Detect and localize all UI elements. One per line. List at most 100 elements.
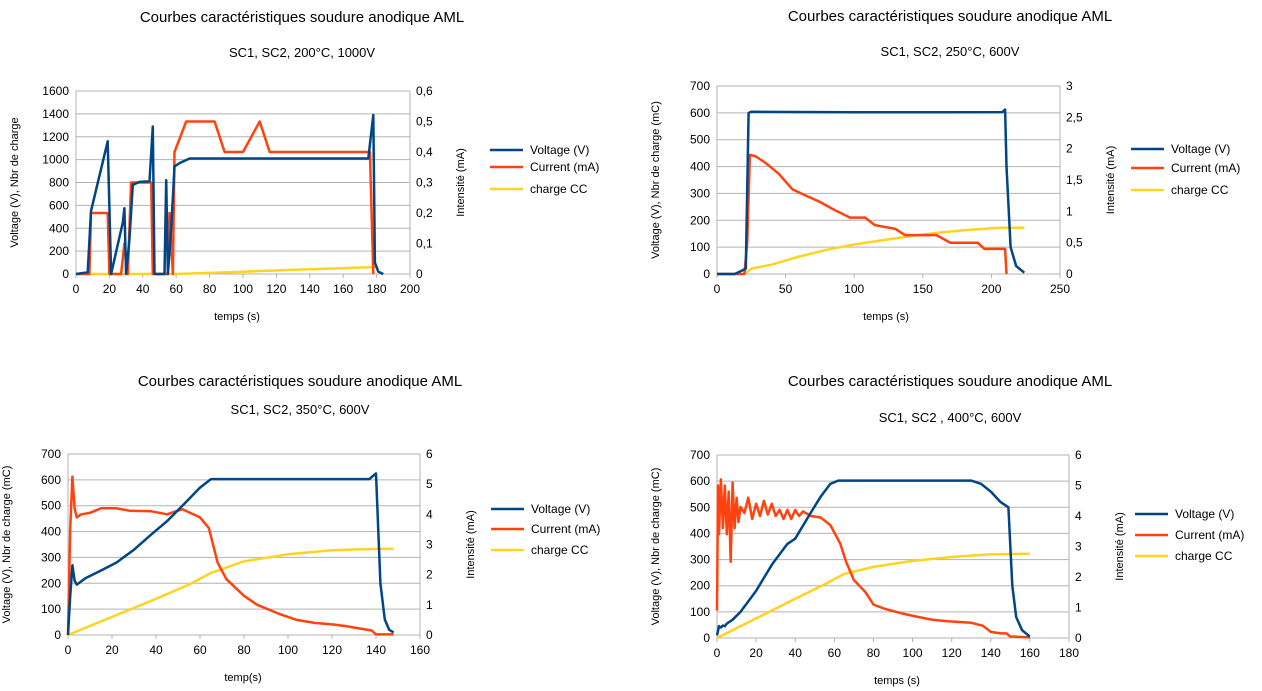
y2-tick-label: 2 bbox=[1075, 570, 1082, 584]
chart-subtitle: SC1, SC2, 350°C, 600V bbox=[231, 402, 370, 417]
x-tick-label: 20 bbox=[105, 643, 119, 657]
y2-tick-label: 5 bbox=[426, 477, 433, 491]
y2-tick-label: 0 bbox=[416, 267, 423, 281]
y-axis-label: Voltage (V), Nbr de charge (mC) bbox=[650, 468, 662, 626]
y2-tick-label: 3 bbox=[426, 538, 433, 552]
y2-tick-label: 0,5 bbox=[416, 115, 433, 129]
x-tick-label: 0 bbox=[714, 282, 721, 296]
y-tick-label: 300 bbox=[690, 553, 710, 567]
x-tick-label: 20 bbox=[749, 646, 763, 660]
x-tick-label: 60 bbox=[170, 282, 184, 296]
y-tick-label: 400 bbox=[690, 160, 710, 174]
chart-3: Courbes caractéristiques soudure anodiqu… bbox=[1, 373, 600, 684]
y2-axis-label: Intensité (mA) bbox=[455, 148, 467, 216]
y2-axis-label: Intensité (mA) bbox=[1105, 146, 1117, 214]
chart-subtitle: SC1, SC2 , 400°C, 600V bbox=[879, 410, 1022, 425]
y-tick-label: 1600 bbox=[42, 84, 69, 98]
y-tick-label: 200 bbox=[49, 244, 69, 258]
y-tick-label: 300 bbox=[690, 186, 710, 200]
y2-tick-label: 4 bbox=[426, 507, 433, 521]
series-line-voltage-v- bbox=[717, 108, 1026, 276]
legend: Voltage (V) Current (mA) charge CC bbox=[1131, 142, 1240, 197]
x-tick-label: 40 bbox=[149, 643, 163, 657]
x-tick-label: 100 bbox=[278, 643, 298, 657]
x-tick-label: 180 bbox=[367, 282, 387, 296]
x-axis-label: temps (s) bbox=[863, 311, 909, 323]
y-tick-label: 400 bbox=[690, 526, 710, 540]
legend: Voltage (V) Current (mA) charge CC bbox=[1135, 507, 1244, 563]
y2-tick-label: 0 bbox=[426, 628, 433, 642]
legend-label: Current (mA) bbox=[1171, 161, 1240, 175]
legend-label: charge CC bbox=[531, 543, 589, 557]
y-tick-label: 500 bbox=[690, 133, 710, 147]
chart-subtitle: SC1, SC2, 200°C, 1000V bbox=[229, 45, 375, 60]
y-tick-label: 700 bbox=[690, 448, 710, 462]
x-tick-label: 80 bbox=[203, 282, 217, 296]
x-tick-label: 20 bbox=[103, 282, 117, 296]
y-tick-label: 0 bbox=[703, 631, 710, 645]
legend-label: Current (mA) bbox=[531, 522, 600, 536]
y-tick-label: 500 bbox=[690, 500, 710, 514]
series-line-voltage-v- bbox=[75, 113, 384, 276]
x-tick-label: 100 bbox=[844, 282, 864, 296]
series-line-current-ma- bbox=[715, 478, 1030, 639]
x-axis-label: temps (s) bbox=[214, 311, 260, 323]
y2-tick-label: 3 bbox=[1066, 79, 1073, 93]
series-line-voltage-v- bbox=[66, 472, 395, 636]
y-tick-label: 500 bbox=[41, 499, 61, 513]
series-line-charge-cc bbox=[67, 547, 394, 637]
y-tick-label: 1400 bbox=[42, 107, 69, 121]
y2-tick-label: 2 bbox=[426, 568, 433, 582]
x-tick-label: 60 bbox=[828, 646, 842, 660]
x-tick-label: 100 bbox=[903, 646, 923, 660]
y-tick-label: 100 bbox=[690, 605, 710, 619]
y2-tick-label: 0,5 bbox=[1066, 236, 1083, 250]
x-tick-label: 0 bbox=[65, 643, 72, 657]
legend-label: charge CC bbox=[530, 182, 588, 196]
x-tick-label: 80 bbox=[867, 646, 881, 660]
y-tick-label: 200 bbox=[690, 213, 710, 227]
y2-tick-label: 0,3 bbox=[416, 176, 433, 190]
y2-tick-label: 0,6 bbox=[416, 84, 433, 98]
legend-label: charge CC bbox=[1171, 183, 1229, 197]
y-tick-label: 400 bbox=[41, 525, 61, 539]
x-tick-label: 140 bbox=[300, 282, 320, 296]
series-line-current-ma- bbox=[66, 475, 394, 636]
legend-label: Current (mA) bbox=[530, 160, 599, 174]
x-tick-label: 100 bbox=[233, 282, 253, 296]
chart-1: Courbes caractéristiques soudure anodiqu… bbox=[9, 9, 599, 323]
legend-label: charge CC bbox=[1175, 549, 1233, 563]
x-tick-label: 120 bbox=[266, 282, 286, 296]
y2-tick-label: 0,4 bbox=[416, 145, 433, 159]
y-tick-label: 700 bbox=[690, 79, 710, 93]
series-line-charge-cc bbox=[716, 552, 1030, 640]
x-tick-label: 80 bbox=[237, 643, 251, 657]
y-tick-label: 800 bbox=[49, 176, 69, 190]
x-tick-label: 200 bbox=[981, 282, 1001, 296]
x-tick-label: 120 bbox=[322, 643, 342, 657]
y-axis-label: Voltage (V), Nbr de charge (mC) bbox=[650, 101, 662, 259]
legend-label: Voltage (V) bbox=[1171, 142, 1230, 156]
y2-tick-label: 6 bbox=[426, 447, 433, 461]
y2-tick-label: 0 bbox=[1066, 267, 1073, 281]
series-line-current-ma- bbox=[717, 153, 1008, 276]
chart-2: Courbes caractéristiques soudure anodiqu… bbox=[650, 8, 1240, 323]
x-tick-label: 160 bbox=[333, 282, 353, 296]
x-tick-label: 160 bbox=[1020, 646, 1040, 660]
y2-tick-label: 0 bbox=[1075, 631, 1082, 645]
y2-tick-label: 3 bbox=[1075, 540, 1082, 554]
legend-label: Voltage (V) bbox=[531, 502, 590, 516]
y2-tick-label: 0,2 bbox=[416, 206, 433, 220]
x-tick-label: 140 bbox=[366, 643, 386, 657]
x-tick-label: 250 bbox=[1050, 282, 1070, 296]
y-tick-label: 600 bbox=[690, 106, 710, 120]
chart-title: Courbes caractéristiques soudure anodiqu… bbox=[788, 8, 1112, 25]
series-line-current-ma- bbox=[76, 120, 375, 276]
x-tick-label: 60 bbox=[193, 643, 207, 657]
y-tick-label: 1000 bbox=[42, 153, 69, 167]
y2-tick-label: 5 bbox=[1075, 479, 1082, 493]
chart-title: Courbes caractéristiques soudure anodiqu… bbox=[788, 373, 1112, 390]
x-axis-label: temp(s) bbox=[224, 672, 261, 684]
y-tick-label: 400 bbox=[49, 221, 69, 235]
